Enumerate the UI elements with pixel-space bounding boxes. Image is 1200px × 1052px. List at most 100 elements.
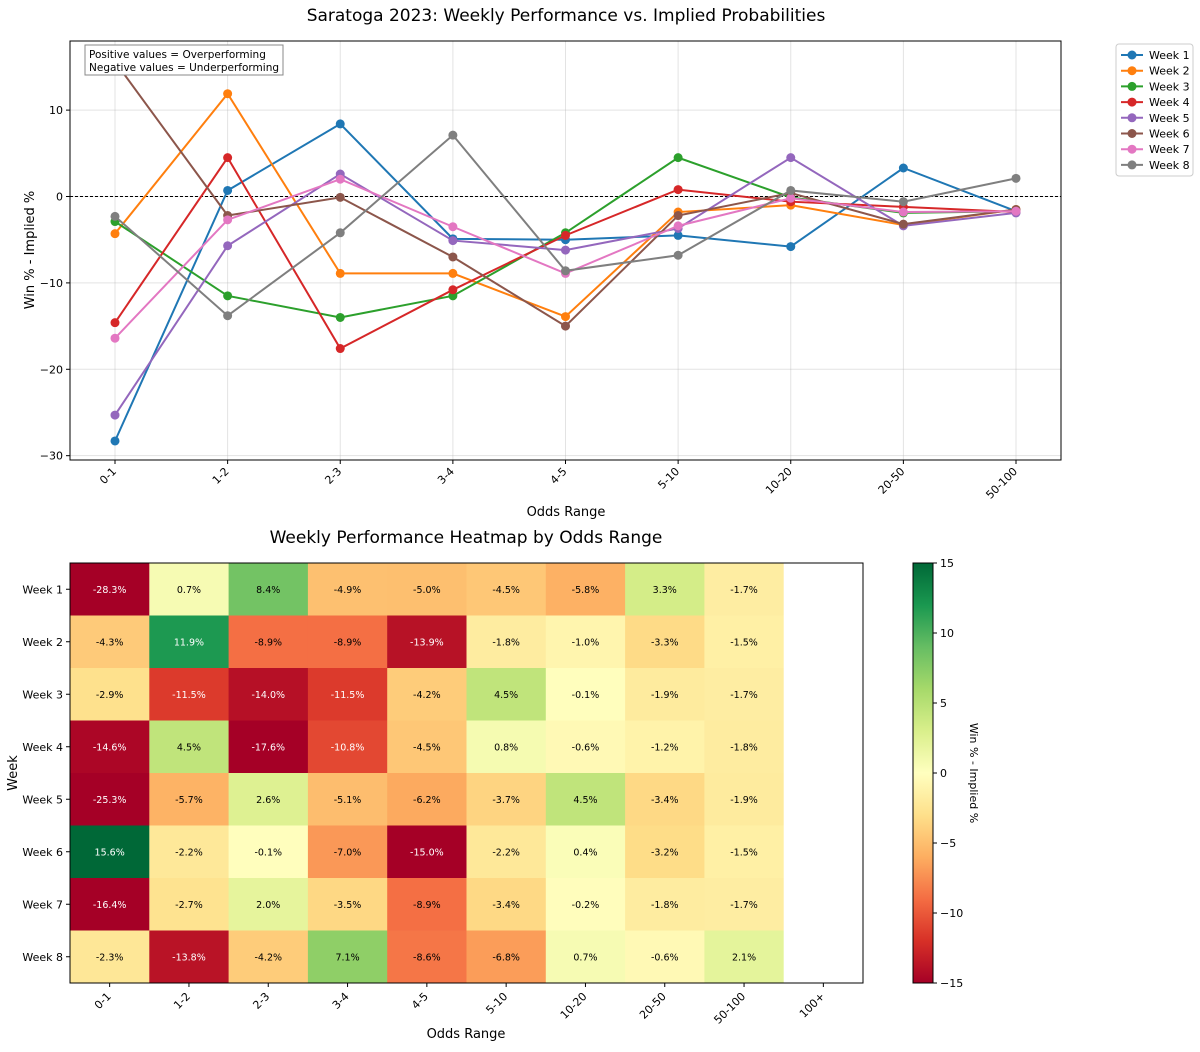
- data-point: [898, 207, 908, 217]
- data-point: [673, 211, 683, 221]
- heatmap-cell-label: -6.8%: [492, 952, 520, 963]
- data-point: [673, 221, 683, 231]
- heatmap-cell: [228, 615, 309, 669]
- heatmap-cell-label: 7.1%: [335, 952, 359, 963]
- heatmap-title: Weekly Performance Heatmap by Odds Range: [270, 528, 663, 548]
- heatmap-cell-label: -28.3%: [93, 585, 127, 596]
- heatmap-cell: [307, 878, 388, 931]
- heatmap-cell: [307, 930, 388, 984]
- heatmap-cell-label: -2.3%: [96, 952, 124, 963]
- row-label: Week 1: [22, 583, 63, 596]
- line-chart-y-axis-label: Win % - Implied %: [23, 191, 38, 310]
- heatmap-cell-label: -1.8%: [492, 637, 520, 648]
- data-point: [110, 211, 120, 221]
- heatmap-column-labels: 0-1 1-2 2-3 3-4 4-5 5-10 10-20 20-50 50-100 100+: [92, 983, 828, 1027]
- row-label: Week 8: [22, 951, 63, 964]
- colorbar-tick-label: −15: [940, 977, 963, 990]
- data-point: [786, 193, 796, 203]
- column-label: 3-4: [330, 990, 352, 1012]
- heatmap-cell: [704, 825, 785, 879]
- heatmap-cell: [149, 825, 230, 879]
- heatmap-cell-label: -11.5%: [172, 690, 206, 701]
- column-label: 10-20: [558, 990, 590, 1022]
- heatmap-cell: [625, 773, 705, 826]
- legend: Week 1 Week 2 Week 3 Week 4 Week 5 Week 6 Week…: [1115, 43, 1194, 177]
- heatmap-cell-label: -0.1%: [572, 690, 600, 701]
- heatmap-cell: [228, 668, 309, 721]
- data-point: [561, 312, 570, 322]
- heatmap-cell: [149, 878, 230, 931]
- heatmap-cell-label: 2.1%: [732, 952, 756, 963]
- legend-label: Week 6: [1149, 128, 1190, 141]
- heatmap-cell: [228, 563, 309, 616]
- heatmap-cell: [228, 930, 309, 984]
- annotation-line-1: Positive values = Overperforming: [89, 49, 266, 61]
- heatmap-cell-label: 11.9%: [174, 637, 204, 648]
- heatmap-cell-label: -3.3%: [651, 637, 679, 648]
- heatmap-cell-label: -1.8%: [651, 900, 679, 911]
- heatmap-cell: [466, 878, 547, 931]
- heatmap-cell-label: -8.9%: [334, 637, 362, 648]
- heatmap-cell-empty: [783, 615, 863, 668]
- heatmap-cell-label: 8.4%: [256, 585, 280, 596]
- legend-marker: [1127, 66, 1137, 76]
- heatmap-cell-label: -8.6%: [413, 952, 441, 963]
- legend-label: Week 1: [1149, 49, 1190, 62]
- heatmap-cell-label: -4.9%: [334, 585, 362, 596]
- y-tick-label: −10: [40, 277, 63, 290]
- heatmap-cell-label: 2.0%: [256, 900, 280, 911]
- heatmap-cell: [704, 563, 785, 616]
- legend-entry: Week 3: [1121, 80, 1190, 93]
- column-label: 5-10: [483, 990, 510, 1017]
- legend-label: Week 3: [1149, 80, 1190, 93]
- heatmap-cell-label: -1.9%: [651, 690, 679, 701]
- heatmap-cell-label: 2.6%: [256, 795, 280, 806]
- colorbar-tick-label: −5: [940, 837, 956, 850]
- heatmap-cell: [545, 720, 626, 774]
- heatmap-cell: [545, 930, 626, 984]
- heatmap-cell: [704, 720, 785, 774]
- y-tick-label: 0: [56, 191, 63, 204]
- heatmap-cell-label: -13.8%: [172, 952, 206, 963]
- x-tick-label: 4-5: [548, 465, 570, 487]
- heatmap-cell-label: -16.4%: [93, 900, 127, 911]
- heatmap-cell-label: 0.7%: [573, 952, 597, 963]
- heatmap-cell-empty: [783, 563, 863, 616]
- x-tick-label: 2-3: [322, 465, 344, 487]
- heatmap-cell: [545, 615, 626, 669]
- data-point: [561, 321, 570, 331]
- data-point: [335, 312, 345, 322]
- heatmap-cell-label: -14.6%: [93, 742, 127, 753]
- heatmap-cell-label: -14.0%: [251, 690, 285, 701]
- legend-label: Week 2: [1149, 65, 1190, 78]
- data-point: [898, 219, 908, 229]
- heatmap-cell: [307, 668, 388, 721]
- series-week-8: [110, 130, 1021, 321]
- heatmap-cell-label: -0.6%: [572, 742, 600, 753]
- heatmap-cell: [149, 720, 230, 774]
- heatmap-cell: [70, 615, 150, 669]
- data-point: [110, 229, 120, 239]
- heatmap-cell-label: -4.5%: [492, 585, 520, 596]
- legend-entries: Week 1 Week 2 Week 3 Week 4 Week 5 Week 6 Week…: [1121, 49, 1190, 172]
- heatmap-cell-label: -3.4%: [651, 795, 679, 806]
- heatmap-cell-label: -1.8%: [730, 742, 758, 753]
- heatmap-cell: [70, 878, 150, 931]
- legend-entry: Week 7: [1121, 143, 1190, 156]
- data-point: [561, 245, 570, 255]
- data-point: [448, 252, 458, 262]
- data-point: [448, 130, 458, 140]
- column-label: 100+: [797, 990, 828, 1021]
- column-label: 20-50: [637, 990, 669, 1022]
- heatmap-cell-label: -25.3%: [93, 795, 127, 806]
- heatmap-cell: [70, 668, 150, 721]
- heatmap-cell-empty: [783, 668, 863, 721]
- legend-label: Week 4: [1149, 96, 1190, 109]
- x-tick-label: 3-4: [435, 465, 457, 487]
- heatmap-cell: [387, 773, 467, 826]
- heatmap-cell: [545, 878, 626, 931]
- data-point: [673, 185, 683, 195]
- heatmap-cell-label: -3.4%: [492, 900, 520, 911]
- data-point: [561, 230, 570, 240]
- data-point: [448, 222, 458, 232]
